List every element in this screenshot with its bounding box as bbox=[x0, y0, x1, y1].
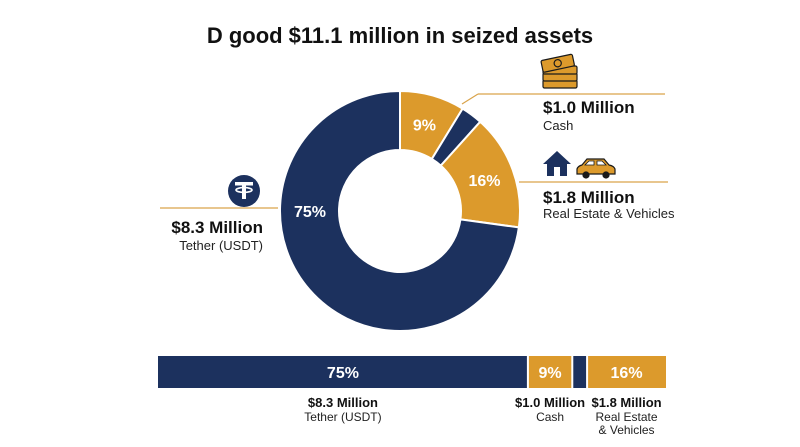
bar-realestate-pct: 16% bbox=[611, 365, 643, 382]
donut-chart: 9% 16% 75% bbox=[279, 89, 521, 332]
tether-amount: $8.3 Million bbox=[171, 218, 263, 237]
slice-tether-label: 75% bbox=[294, 204, 326, 221]
donut-hole bbox=[340, 151, 460, 271]
house-icon bbox=[543, 151, 571, 176]
bar-realestate bbox=[588, 356, 666, 388]
bar-tether bbox=[158, 356, 527, 388]
slice-realestate-label: 16% bbox=[469, 173, 501, 190]
bar-tether-amount: $8.3 Million bbox=[308, 395, 378, 410]
cash-stack-icon bbox=[540, 53, 578, 89]
bar-realestate-amount: $1.8 Million bbox=[592, 395, 662, 410]
slice-cash-label: 9% bbox=[413, 117, 436, 134]
bar-other bbox=[573, 356, 587, 388]
bar-cash bbox=[528, 356, 572, 388]
car-icon bbox=[576, 158, 616, 179]
tether-icon bbox=[228, 175, 260, 207]
slice-tether bbox=[279, 89, 521, 332]
cash-amount: $1.0 Million bbox=[543, 98, 635, 117]
realestate-label: Real Estate & Vehicles bbox=[543, 206, 675, 221]
cash-label: Cash bbox=[543, 118, 573, 133]
bar-cash-amount: $1.0 Million bbox=[515, 395, 585, 410]
leader-line-cash bbox=[461, 93, 479, 105]
bar-tether-pct: 75% bbox=[327, 365, 359, 382]
realestate-amount: $1.8 Million bbox=[543, 188, 635, 207]
tether-label: Tether (USDT) bbox=[179, 238, 263, 253]
chart-title: D good $11.1 million in seized assets bbox=[207, 23, 593, 48]
bar-realestate-sublabel: Real Estate bbox=[596, 410, 658, 424]
bar-cash-sublabel: Cash bbox=[536, 410, 564, 424]
bar-realestate-sublabel: & Vehicles bbox=[599, 423, 655, 437]
bar-cash-pct: 9% bbox=[539, 365, 562, 382]
bar-tether-sublabel: Tether (USDT) bbox=[304, 410, 381, 424]
